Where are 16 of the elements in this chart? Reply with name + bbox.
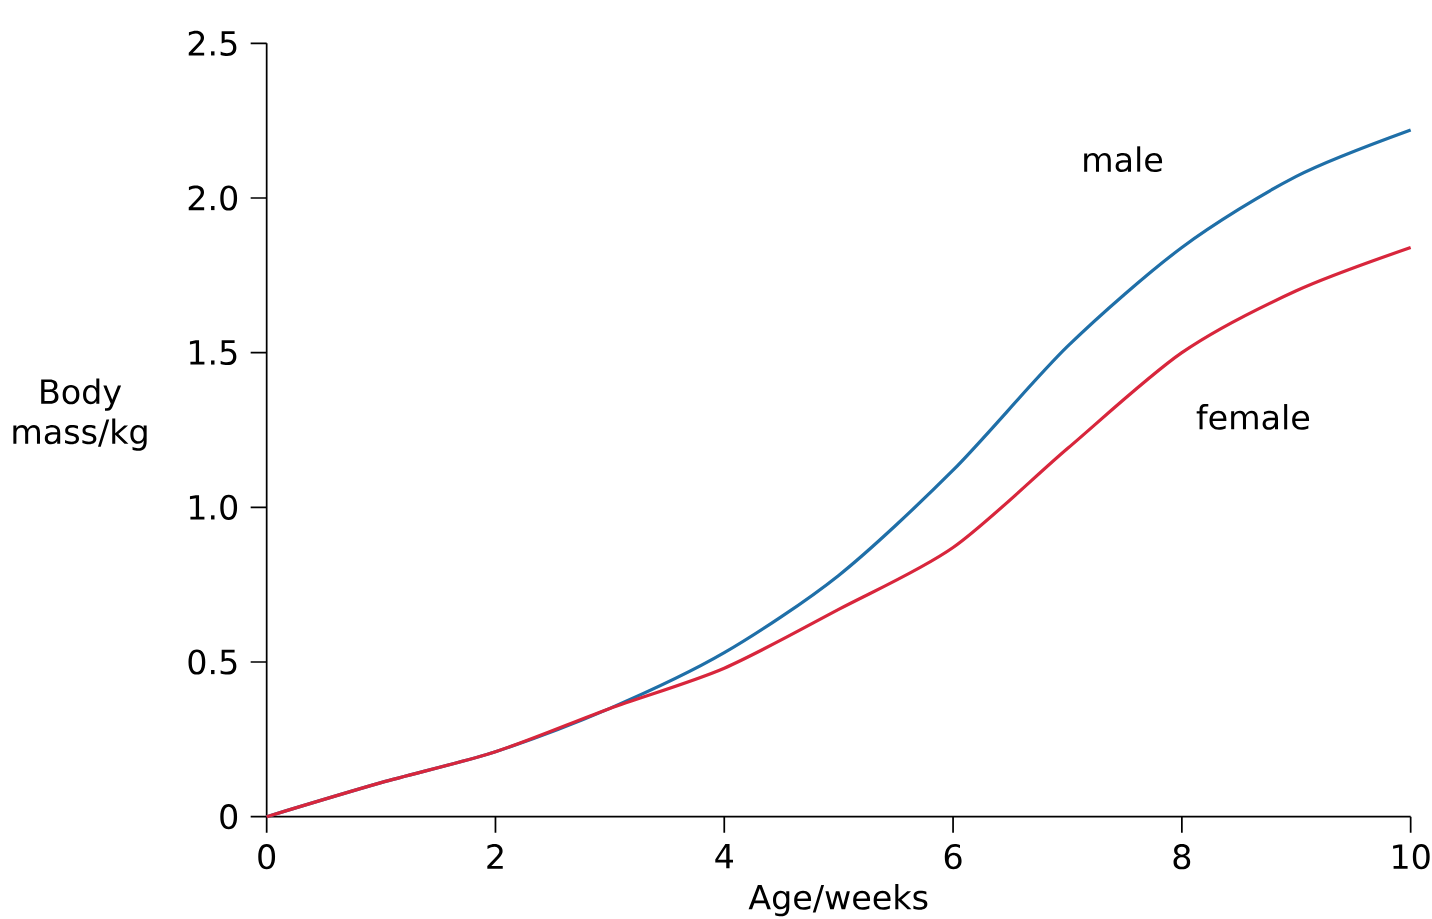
y-tick-label: 1.5 (189, 340, 237, 366)
x-axis-title: Age/weeks (748, 884, 928, 917)
y-tick-label: 2.5 (188, 30, 237, 57)
y-tick-label: 0.5 (188, 649, 237, 675)
x-tick-label: 0 (258, 844, 276, 870)
x-tick-label: 4 (715, 844, 734, 869)
text: male (1084, 146, 1163, 173)
x-tick-label: 10 (1393, 844, 1430, 870)
x-tick-label: 8 (1173, 844, 1191, 870)
series-label: female (1196, 404, 1310, 431)
y-tick-label: 2.0 (188, 185, 238, 211)
y-axis-title: Body mass/kg (13, 378, 147, 451)
x-tick-label: 6 (944, 844, 962, 870)
y-tick-label: 0 (220, 804, 238, 830)
x-tick-label: 2 (487, 844, 503, 869)
y-tick-label: 1.0 (189, 494, 238, 521)
